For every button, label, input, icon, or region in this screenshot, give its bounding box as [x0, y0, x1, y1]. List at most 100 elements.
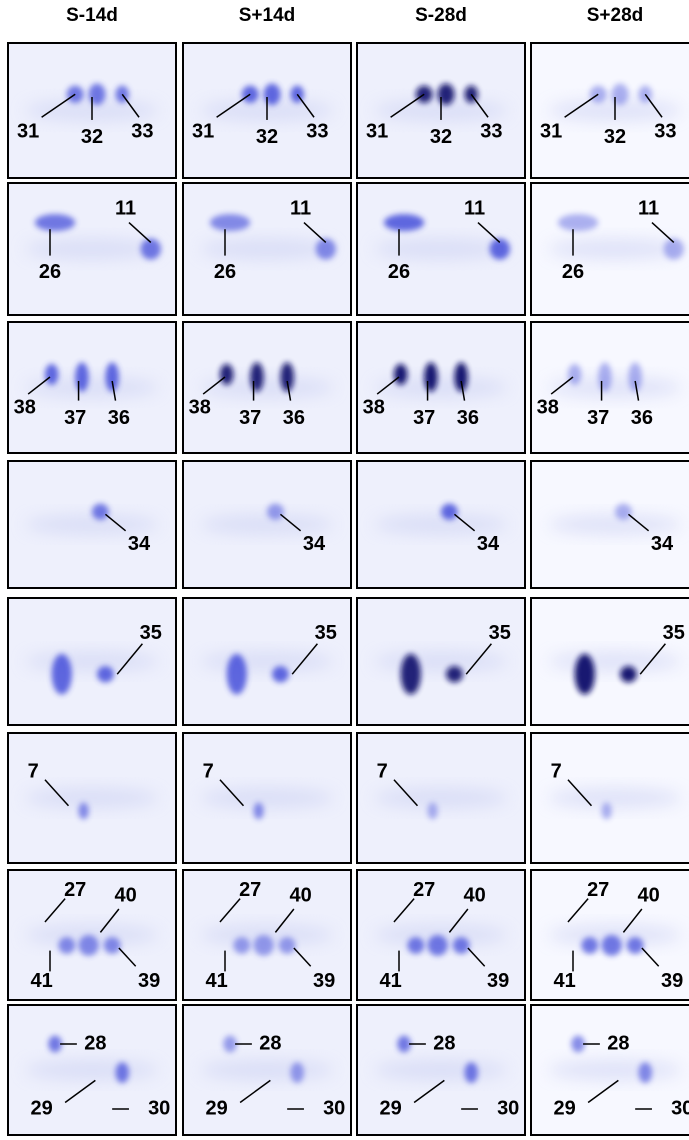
gel-panel: 34 [531, 461, 689, 588]
spot-label: 29 [30, 1097, 52, 1119]
background-smear [548, 651, 682, 671]
spot-label: 35 [489, 622, 511, 644]
protein-spot [279, 937, 296, 954]
gel-panel: 7 [8, 733, 176, 863]
spot-label: 39 [313, 970, 335, 992]
protein-spot [116, 1062, 129, 1083]
protein-spot [575, 654, 595, 695]
protein-spot [394, 364, 407, 385]
spot-label: 29 [205, 1097, 227, 1119]
background-smear [200, 514, 334, 534]
background-smear [548, 238, 682, 259]
spot-label: 37 [239, 407, 261, 429]
background-smear [200, 238, 334, 259]
gel-panel: 1126 [531, 183, 689, 315]
column-header: S-14d [66, 5, 118, 26]
gel-panel: 31 32 33 [357, 43, 525, 178]
spot-label: 32 [430, 126, 452, 148]
column-header: S+14d [239, 5, 296, 26]
spot-label: 28 [607, 1032, 629, 1054]
gel-panel: 35 [8, 598, 176, 725]
protein-spot [79, 803, 89, 820]
spot-label: 26 [214, 261, 236, 283]
spot-label: 26 [388, 261, 410, 283]
spot-label: 37 [587, 407, 609, 429]
protein-spot [210, 214, 250, 231]
protein-spot [465, 1062, 478, 1083]
spot-label: 40 [463, 884, 485, 906]
protein-spot [397, 1036, 410, 1053]
protein-spot [568, 364, 581, 385]
gel-panel: 282930 [357, 1005, 525, 1135]
spot-label: 30 [323, 1097, 345, 1119]
spot-label: 31 [192, 120, 214, 142]
spot-label: 27 [587, 879, 609, 901]
page: {"columns": ["S-14d", "S+14d", "S-28d", … [0, 0, 689, 1140]
protein-spot [97, 666, 114, 682]
gel-panel: 7 [357, 733, 525, 863]
spot-label: 31 [366, 120, 388, 142]
spot-label: 35 [140, 622, 162, 644]
spot-label: 32 [604, 126, 626, 148]
gel-panel: 35 [357, 598, 525, 725]
protein-spot [250, 362, 263, 391]
protein-spot [105, 362, 118, 391]
protein-spot [89, 84, 106, 106]
spot-label: 11 [115, 198, 136, 220]
protein-spot [220, 364, 233, 385]
spot-label: 38 [363, 397, 385, 419]
protein-spot [104, 937, 121, 954]
background-smear [548, 514, 682, 534]
protein-spot [291, 1062, 304, 1083]
gel-panel: 282930 [8, 1005, 176, 1135]
protein-spot [615, 504, 632, 520]
background-smear [200, 651, 334, 671]
gel-panel: 35 [531, 598, 689, 725]
protein-spot [79, 935, 99, 956]
gel-panel: 7 [183, 733, 351, 863]
column-header: S+28d [587, 5, 644, 26]
protein-spot [602, 935, 622, 956]
protein-spot [401, 654, 421, 695]
background-smear [374, 238, 508, 259]
gel-panel: 7 [531, 733, 689, 863]
background-smear [374, 1060, 508, 1081]
protein-spot [384, 214, 424, 231]
spot-label: 34 [477, 533, 500, 555]
protein-spot [446, 666, 463, 682]
figure: S-14dS+14dS-28dS+28d31323331323331323331… [0, 0, 689, 1140]
background-smear [25, 1060, 159, 1081]
protein-spot [280, 362, 293, 391]
protein-spot [254, 803, 264, 820]
protein-spot [581, 937, 598, 954]
background-smear [548, 788, 682, 809]
spot-label: 26 [562, 261, 584, 283]
spot-label: 31 [17, 120, 39, 142]
spot-label: 34 [651, 533, 674, 555]
protein-spot [407, 937, 424, 954]
background-smear [374, 788, 508, 809]
protein-spot [558, 214, 598, 231]
protein-spot [598, 362, 611, 391]
gel-panel: 1126 [183, 183, 351, 315]
spot-label: 33 [480, 120, 502, 142]
spot-label: 34 [128, 533, 151, 555]
spot-label: 11 [464, 198, 485, 220]
spot-label: 39 [487, 970, 509, 992]
background-smear [200, 1060, 334, 1081]
protein-spot [639, 1062, 652, 1083]
spot-label: 38 [537, 397, 559, 419]
protein-spot [602, 803, 612, 820]
spot-label: 30 [671, 1097, 689, 1119]
gel-panel: 27404139 [357, 870, 525, 1000]
protein-spot [267, 504, 284, 520]
gel-panel: 27404139 [183, 870, 351, 1000]
protein-spot [52, 654, 72, 695]
spot-label: 33 [654, 120, 676, 142]
spot-label: 30 [148, 1097, 170, 1119]
